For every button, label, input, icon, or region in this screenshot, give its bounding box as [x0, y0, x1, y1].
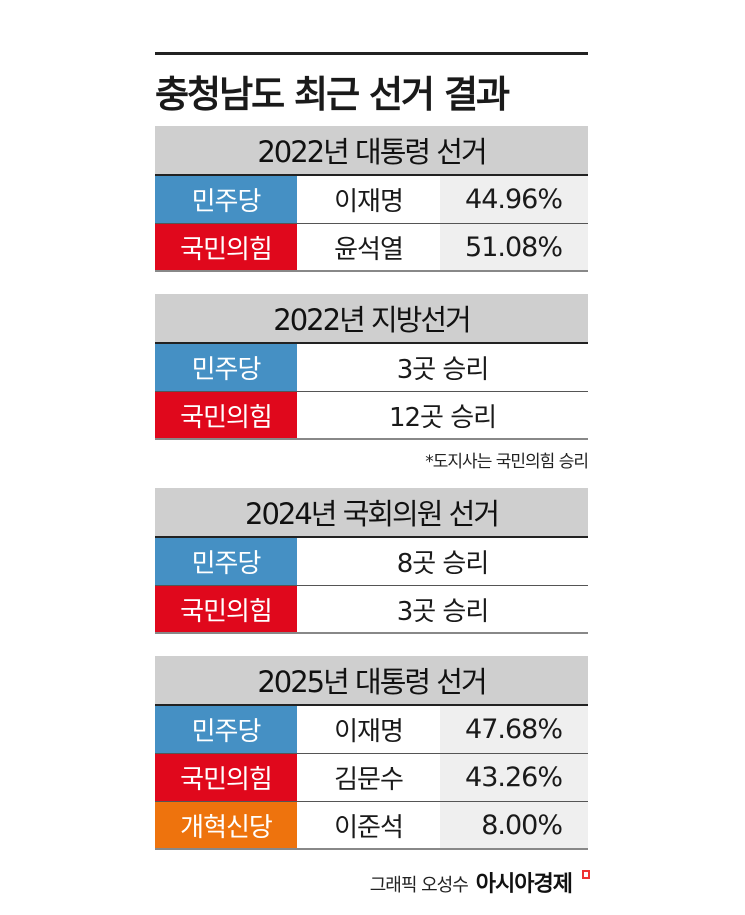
footnote: *도지사는 국민의힘 승리: [425, 452, 589, 472]
table-row: 민주당 이재명 47.68%: [155, 706, 588, 754]
table-row: 민주당 8곳 승리: [155, 538, 588, 586]
party-label-ppp: 국민의힘: [155, 392, 297, 438]
top-rule: [155, 52, 588, 55]
party-label-ppp: 국민의힘: [155, 586, 297, 632]
table-row: 민주당 3곳 승리: [155, 344, 588, 392]
candidate-name: 이재명: [297, 176, 440, 223]
table-row: 국민의힘 김문수 43.26%: [155, 754, 588, 802]
section-2025-presidential: 2025년 대통령 선거 민주당 이재명 47.68% 국민의힘 김문수 43.…: [155, 656, 588, 850]
section-2024-national-assembly: 2024년 국회의원 선거 민주당 8곳 승리 국민의힘 3곳 승리: [155, 488, 588, 634]
section-header: 2022년 대통령 선거: [155, 126, 588, 176]
vote-share: 43.26%: [440, 754, 588, 801]
section-header: 2024년 국회의원 선거: [155, 488, 588, 538]
section-2022-presidential: 2022년 대통령 선거 민주당 이재명 44.96% 국민의힘 윤석열 51.…: [155, 126, 588, 272]
result-value: 8곳 승리: [297, 538, 588, 585]
result-value: 3곳 승리: [297, 344, 588, 391]
candidate-name: 윤석열: [297, 224, 440, 270]
section-2022-local: 2022년 지방선거 민주당 3곳 승리 국민의힘 12곳 승리: [155, 294, 588, 440]
candidate-name: 이준석: [297, 802, 440, 848]
candidate-name: 김문수: [297, 754, 440, 801]
table-row: 국민의힘 윤석열 51.08%: [155, 224, 588, 272]
credit: 그래픽 오성수 아시아경제: [370, 866, 590, 898]
table-row: 국민의힘 3곳 승리: [155, 586, 588, 634]
logo-mark-icon: [582, 870, 590, 879]
section-header: 2022년 지방선거: [155, 294, 588, 344]
section-header: 2025년 대통령 선거: [155, 656, 588, 706]
party-label-democratic: 민주당: [155, 176, 297, 223]
result-value: 12곳 승리: [297, 392, 588, 438]
vote-share: 47.68%: [440, 706, 588, 753]
party-label-democratic: 민주당: [155, 538, 297, 585]
publisher-logo: 아시아경제: [475, 872, 573, 897]
page-title: 충청남도 최근 선거 결과: [155, 73, 510, 116]
party-label-ppp: 국민의힘: [155, 224, 297, 270]
result-value: 3곳 승리: [297, 586, 588, 632]
party-label-reform: 개혁신당: [155, 802, 297, 848]
table-row: 민주당 이재명 44.96%: [155, 176, 588, 224]
party-label-ppp: 국민의힘: [155, 754, 297, 801]
vote-share: 44.96%: [440, 176, 588, 223]
table-row: 개혁신당 이준석 8.00%: [155, 802, 588, 850]
party-label-democratic: 민주당: [155, 706, 297, 753]
vote-share: 51.08%: [440, 224, 588, 270]
candidate-name: 이재명: [297, 706, 440, 753]
table-row: 국민의힘 12곳 승리: [155, 392, 588, 440]
party-label-democratic: 민주당: [155, 344, 297, 391]
graphic-credit: 그래픽 오성수: [369, 875, 469, 896]
vote-share: 8.00%: [440, 802, 588, 848]
